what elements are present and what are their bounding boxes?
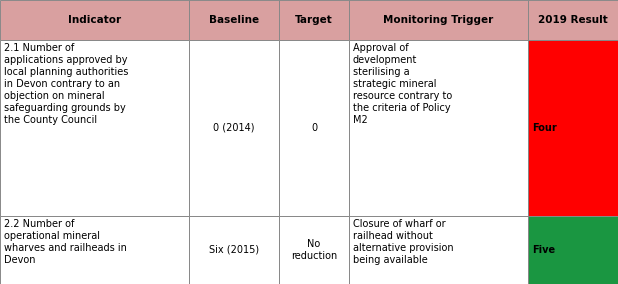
Text: 2.2 Number of
operational mineral
wharves and railheads in
Devon: 2.2 Number of operational mineral wharve… bbox=[4, 219, 127, 265]
Bar bbox=[528, 216, 618, 284]
Bar bbox=[349, 0, 528, 40]
Text: 2.1 Number of
applications approved by
local planning authorities
in Devon contr: 2.1 Number of applications approved by l… bbox=[4, 43, 129, 125]
Text: Four: Four bbox=[532, 123, 557, 133]
Text: Indicator: Indicator bbox=[68, 15, 121, 25]
Text: Six (2015): Six (2015) bbox=[209, 245, 260, 255]
Text: 2019 Result: 2019 Result bbox=[538, 15, 608, 25]
Text: Five: Five bbox=[532, 245, 556, 255]
Bar bbox=[0, 0, 189, 40]
Bar bbox=[0, 40, 189, 216]
Bar bbox=[279, 0, 349, 40]
Bar bbox=[189, 40, 279, 216]
Text: Approval of
development
sterilising a
strategic mineral
resource contrary to
the: Approval of development sterilising a st… bbox=[353, 43, 452, 125]
Text: Closure of wharf or
railhead without
alternative provision
being available: Closure of wharf or railhead without alt… bbox=[353, 219, 454, 265]
Text: 0 (2014): 0 (2014) bbox=[213, 123, 255, 133]
Text: Monitoring Trigger: Monitoring Trigger bbox=[383, 15, 494, 25]
Bar bbox=[279, 216, 349, 284]
Bar bbox=[189, 0, 279, 40]
Text: Target: Target bbox=[295, 15, 333, 25]
Text: No
reduction: No reduction bbox=[291, 239, 337, 261]
Bar bbox=[189, 216, 279, 284]
Bar bbox=[349, 40, 528, 216]
Text: 0: 0 bbox=[311, 123, 317, 133]
Bar bbox=[349, 216, 528, 284]
Bar bbox=[279, 40, 349, 216]
Bar bbox=[0, 216, 189, 284]
Bar bbox=[528, 0, 618, 40]
Bar bbox=[528, 40, 618, 216]
Text: Baseline: Baseline bbox=[209, 15, 260, 25]
